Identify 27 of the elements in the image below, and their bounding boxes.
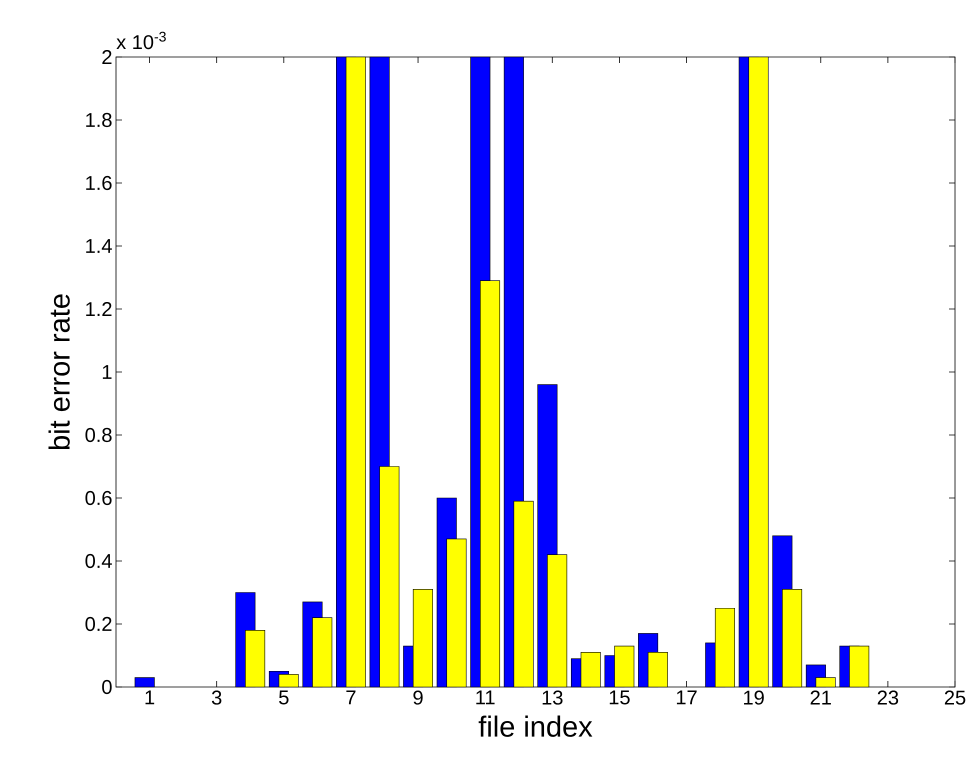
- x-tick-label: 9: [413, 690, 423, 705]
- x-tick-label: 25: [944, 690, 966, 705]
- y-tick-label: 2: [102, 50, 112, 64]
- x-tick-label: 17: [676, 690, 697, 704]
- x-tick-label: 19: [744, 690, 764, 705]
- y-tick-label: 1.8: [86, 112, 112, 128]
- y-tick-label: 0: [102, 680, 112, 694]
- y-tick-label: 1: [102, 365, 112, 379]
- x-tick-label: 13: [542, 690, 563, 705]
- y-tick-label: 1.6: [86, 176, 112, 190]
- x-tick-label: 23: [878, 690, 898, 705]
- y-axis-title: bit error rate: [48, 294, 70, 450]
- text: x 10$^{-3}$: [116, 32, 166, 50]
- y-tick-label: 0.2: [85, 616, 112, 632]
- x-tick-label: 21: [810, 690, 831, 704]
- y-tick-label: 0.8: [85, 428, 112, 442]
- x-tick-label: 1: [146, 690, 154, 704]
- y-tick-label: 0.4: [85, 554, 112, 568]
- y-tick-label: 0.6: [85, 490, 112, 506]
- x-tick-label: 3: [212, 690, 222, 705]
- y-tick-label: 1.4: [86, 239, 112, 253]
- x-axis-title: file index: [478, 716, 592, 737]
- x-tick-label: 7: [346, 690, 356, 704]
- x-tick-label: 5: [279, 690, 289, 704]
- y-tick-label: 1.2: [86, 302, 112, 316]
- x-tick-label: 11: [476, 690, 495, 704]
- x-tick-label: 15: [610, 690, 630, 704]
